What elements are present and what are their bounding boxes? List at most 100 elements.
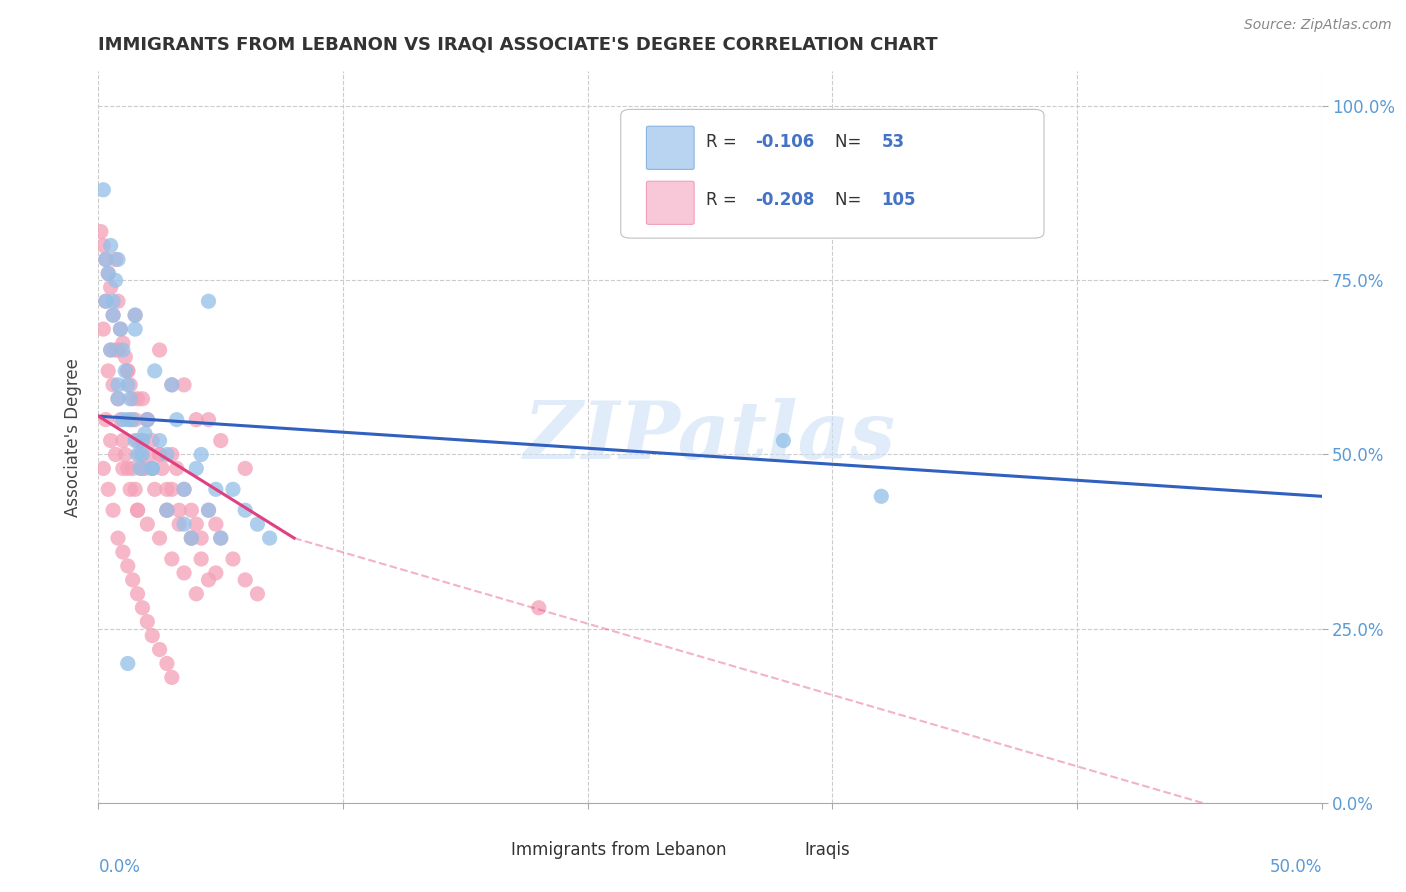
Point — [111, 545, 134, 559]
Point — [149, 343, 172, 357]
Point — [124, 434, 146, 448]
Point — [141, 629, 163, 643]
Point — [527, 600, 550, 615]
Point — [120, 483, 142, 497]
Text: R =: R = — [706, 191, 742, 209]
FancyBboxPatch shape — [620, 110, 1045, 238]
Point — [127, 392, 149, 406]
Point — [100, 280, 122, 294]
Text: -0.208: -0.208 — [755, 191, 814, 209]
Point — [117, 558, 139, 573]
Point — [101, 503, 124, 517]
Point — [127, 503, 149, 517]
Point — [167, 517, 190, 532]
Point — [134, 461, 156, 475]
Point — [197, 294, 219, 309]
Point — [209, 434, 232, 448]
Point — [156, 657, 179, 671]
Point — [870, 489, 893, 503]
Point — [160, 377, 183, 392]
FancyBboxPatch shape — [770, 835, 800, 866]
Point — [139, 448, 162, 462]
Point — [141, 461, 163, 475]
Point — [100, 434, 122, 448]
Text: 105: 105 — [882, 191, 915, 209]
Point — [124, 322, 146, 336]
Point — [91, 183, 114, 197]
Point — [94, 412, 117, 426]
FancyBboxPatch shape — [647, 126, 695, 169]
Point — [166, 412, 188, 426]
Point — [127, 434, 149, 448]
Point — [120, 412, 142, 426]
Point — [143, 483, 166, 497]
Point — [91, 322, 114, 336]
Text: IMMIGRANTS FROM LEBANON VS IRAQI ASSOCIATE'S DEGREE CORRELATION CHART: IMMIGRANTS FROM LEBANON VS IRAQI ASSOCIA… — [98, 36, 938, 54]
Point — [127, 503, 149, 517]
Point — [111, 434, 134, 448]
Point — [117, 461, 139, 475]
Text: R =: R = — [706, 133, 742, 151]
Point — [127, 448, 149, 462]
Point — [143, 364, 166, 378]
Point — [91, 238, 114, 252]
Point — [190, 552, 212, 566]
Point — [197, 503, 219, 517]
Point — [186, 587, 208, 601]
Point — [107, 377, 129, 392]
Point — [111, 461, 134, 475]
Point — [197, 412, 219, 426]
Point — [156, 503, 179, 517]
Point — [94, 252, 117, 267]
Point — [205, 517, 228, 532]
Y-axis label: Associate's Degree: Associate's Degree — [65, 358, 83, 516]
Point — [205, 483, 228, 497]
Point — [160, 448, 183, 462]
Point — [136, 412, 159, 426]
Point — [104, 252, 127, 267]
Point — [97, 266, 120, 280]
Point — [101, 377, 124, 392]
Point — [259, 531, 281, 545]
Point — [141, 461, 163, 475]
Point — [149, 531, 172, 545]
Text: N=: N= — [835, 133, 866, 151]
Text: Immigrants from Lebanon: Immigrants from Lebanon — [510, 841, 725, 859]
Point — [110, 322, 132, 336]
Point — [160, 483, 183, 497]
Point — [136, 615, 159, 629]
Point — [94, 294, 117, 309]
Point — [100, 343, 122, 357]
Point — [134, 426, 156, 441]
Point — [197, 573, 219, 587]
Point — [186, 461, 208, 475]
Point — [114, 448, 136, 462]
Point — [104, 448, 127, 462]
Point — [167, 503, 190, 517]
Text: 50.0%: 50.0% — [1270, 858, 1322, 876]
Point — [111, 412, 134, 426]
Point — [136, 412, 159, 426]
Point — [107, 294, 129, 309]
Point — [136, 412, 159, 426]
Point — [156, 448, 179, 462]
Point — [104, 273, 127, 287]
Point — [94, 294, 117, 309]
Point — [136, 517, 159, 532]
Point — [141, 461, 163, 475]
Point — [173, 566, 195, 580]
Point — [117, 412, 139, 426]
Point — [131, 461, 153, 475]
Point — [107, 252, 129, 267]
Point — [772, 434, 794, 448]
Point — [149, 448, 172, 462]
Point — [91, 461, 114, 475]
Point — [160, 552, 183, 566]
Point — [121, 573, 143, 587]
Point — [110, 322, 132, 336]
Point — [100, 343, 122, 357]
Point — [173, 517, 195, 532]
Point — [111, 336, 134, 351]
Point — [124, 308, 146, 322]
Point — [97, 364, 120, 378]
